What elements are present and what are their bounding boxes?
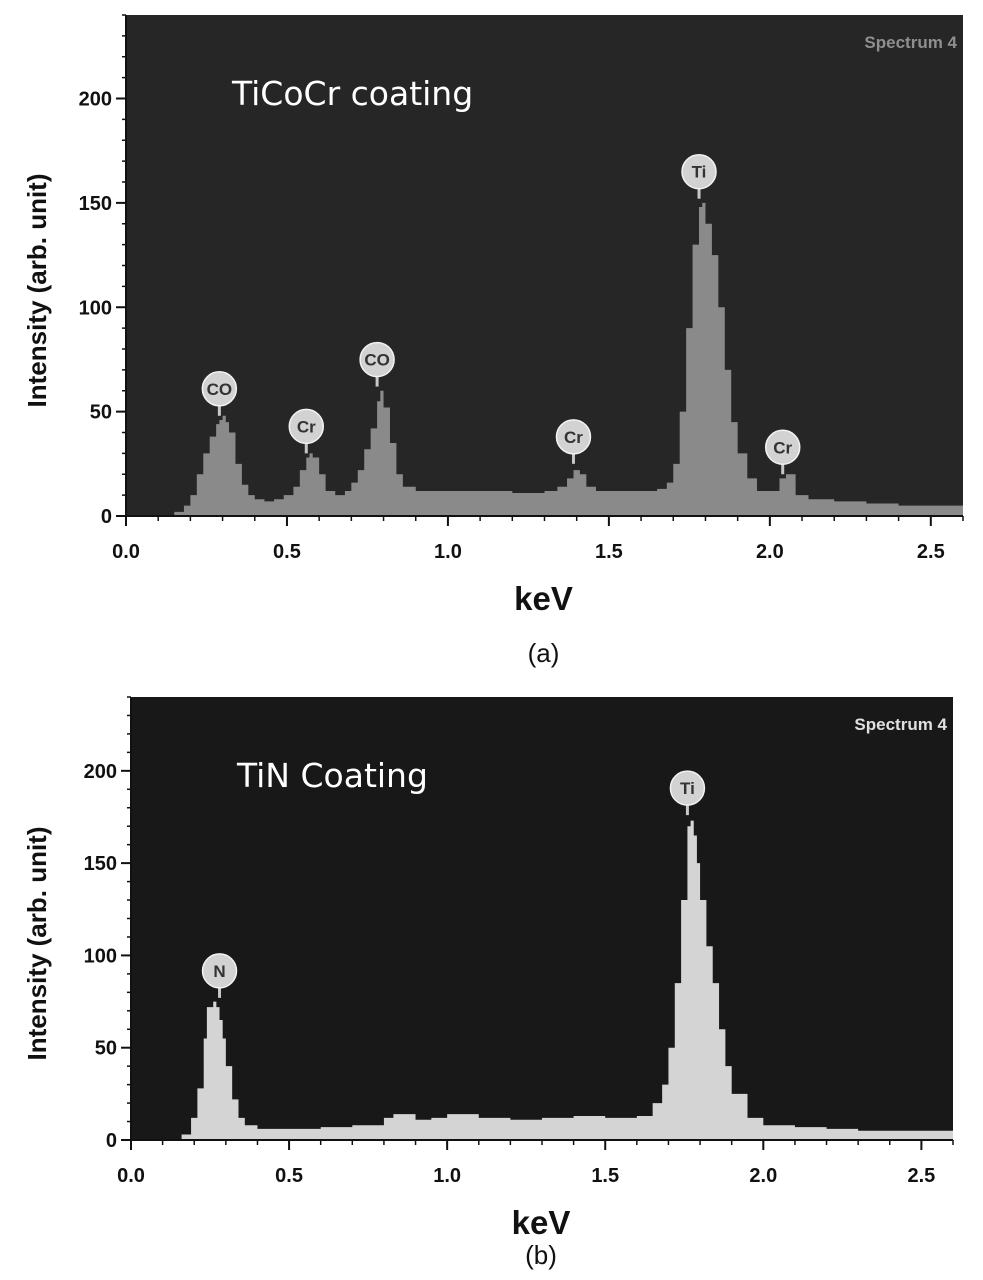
peak-label: Cr <box>564 428 583 447</box>
panel-caption: (b) <box>525 1240 557 1270</box>
x-tick-label: 2.5 <box>907 1165 935 1187</box>
plot-background <box>126 15 963 516</box>
y-tick-label: 100 <box>79 297 112 319</box>
spectrum-tag: Spectrum 4 <box>854 715 947 734</box>
y-tick-label: 100 <box>84 945 117 967</box>
peak-marker: Ti <box>669 770 706 816</box>
y-tick-label: 200 <box>84 761 117 783</box>
y-tick-label: 200 <box>79 89 112 111</box>
peak-label: Cr <box>297 417 316 436</box>
peak-marker-circle <box>555 419 592 455</box>
x-tick-label: 0.5 <box>273 541 301 563</box>
peak-markers: CO Cr CO Cr Ti Cr <box>201 153 801 475</box>
peak-marker-circle <box>201 371 238 407</box>
peak-label: Ti <box>692 163 707 182</box>
x-tick-label: 2.0 <box>749 1165 777 1187</box>
x-tick-label: 0.0 <box>117 1165 145 1187</box>
axis-ticks: 0 50 100 150 200 0.0 0.5 1.0 1.5 2.0 2.5 <box>79 14 964 563</box>
peak-marker: Cr <box>288 408 325 454</box>
peak-marker: Cr <box>764 429 801 475</box>
peak-marker-circle <box>681 153 717 190</box>
y-axis-title: Intensity (arb. unit) <box>22 174 52 408</box>
spectrum-tag: Spectrum 4 <box>864 33 957 52</box>
x-tick-label: 0.5 <box>275 1165 303 1187</box>
x-axis-title: keV <box>514 580 573 617</box>
y-tick-label: 50 <box>95 1038 117 1060</box>
x-tick-label: 1.5 <box>595 541 623 563</box>
peak-marker: N <box>201 953 238 998</box>
x-tick-label: 1.0 <box>434 541 462 563</box>
y-axis-title: Intensity (arb. unit) <box>22 827 52 1061</box>
peak-marker: CO <box>359 341 395 387</box>
peak-marker-circle <box>201 953 238 989</box>
y-tick-label: 150 <box>79 193 112 215</box>
peak-label: CO <box>207 380 233 399</box>
panel-title: TiN Coating <box>236 756 428 795</box>
y-tick-label: 0 <box>106 1130 117 1152</box>
y-tick-label: 50 <box>90 402 112 424</box>
peak-label: Cr <box>773 438 792 457</box>
peak-marker: Ti <box>681 153 717 199</box>
peak-marker-circle <box>669 770 706 806</box>
peak-marker-circle <box>764 429 801 465</box>
peak-label: CO <box>364 351 390 370</box>
peak-marker-circle <box>288 408 325 445</box>
x-tick-label: 2.0 <box>756 541 784 563</box>
x-axis-title: keV <box>512 1204 571 1241</box>
x-tick-label: 1.0 <box>433 1165 461 1187</box>
peak-label: N <box>213 962 225 981</box>
panel-title: TiCoCr coating <box>231 74 473 113</box>
y-tick-label: 150 <box>84 853 117 875</box>
peak-label: Ti <box>680 779 695 798</box>
x-tick-label: 2.5 <box>917 541 945 563</box>
peak-marker-circle <box>359 341 395 378</box>
x-tick-label: 0.0 <box>112 541 140 563</box>
panel-caption: (a) <box>528 638 560 668</box>
spectrum-area <box>167 202 964 516</box>
y-tick-label: 0 <box>101 506 112 528</box>
peak-marker: CO <box>201 371 238 416</box>
peak-marker: Cr <box>555 419 592 464</box>
peak-markers: N Ti <box>201 770 706 998</box>
spectrum-panel-a: CO Cr CO Cr Ti Cr 0 50 100 150 200 0.0 0.5 1.0 1.5 2.0… <box>22 14 964 668</box>
x-tick-label: 1.5 <box>591 1165 619 1187</box>
plot-background <box>131 697 953 1140</box>
spectrum-panel-b: N Ti 0 50 100 150 200 0.0 0.5 1.0 1.5 2.0 2.5 TiN C… <box>22 696 954 1270</box>
